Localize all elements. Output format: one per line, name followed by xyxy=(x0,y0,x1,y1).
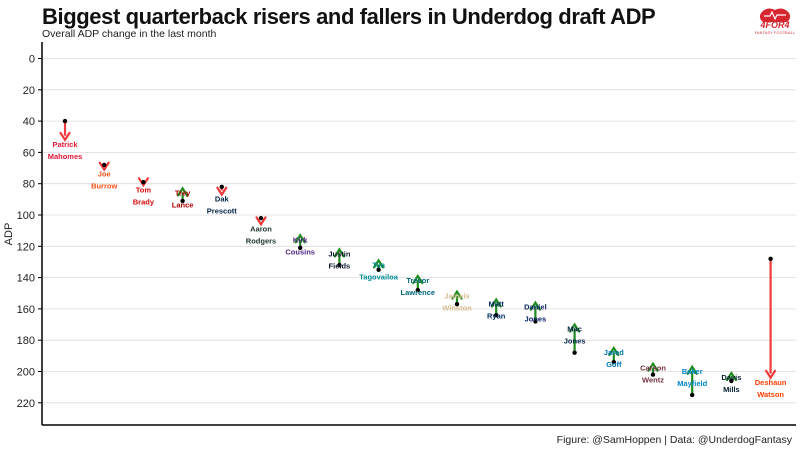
player-label: Prescott xyxy=(207,207,238,216)
y-axis-title: ADP xyxy=(3,223,15,246)
figure-caption: Figure: @SamHoppen | Data: @UnderdogFant… xyxy=(556,434,792,446)
player-label: Mahomes xyxy=(48,152,83,161)
player-label: Trey xyxy=(175,188,191,197)
player-label: Deshaun xyxy=(755,378,787,387)
player-label: Mills xyxy=(723,385,740,394)
y-tick-label: 100 xyxy=(17,210,35,222)
player-label: Brady xyxy=(133,197,155,206)
player-label: Joe xyxy=(98,170,111,179)
y-tick-label: 40 xyxy=(23,116,35,128)
player-label: Cousins xyxy=(285,247,315,256)
logo-text: 4FOR4 xyxy=(760,20,790,30)
adp-start-dot xyxy=(219,184,224,190)
adp-arrow-head xyxy=(412,274,424,285)
adp-arrow-head xyxy=(529,300,541,311)
adp-start-dot xyxy=(258,215,264,221)
player-label: Jared xyxy=(604,348,624,357)
adp-start-dot xyxy=(454,302,460,307)
adp-arrow-head xyxy=(490,297,502,308)
adp-start-dot xyxy=(729,378,734,384)
adp-arrow-head xyxy=(569,322,581,333)
adp-start-dot xyxy=(180,198,185,204)
player-label: Baker xyxy=(682,367,703,376)
y-tick-label: 220 xyxy=(17,398,35,410)
adp-arrow-head xyxy=(137,177,149,188)
adp-start-dot xyxy=(572,350,577,355)
player-label: Carson xyxy=(640,364,666,373)
player-label: Jameis xyxy=(444,292,469,301)
adp-arrow-head xyxy=(686,364,698,375)
player-label: Jones xyxy=(564,337,586,346)
y-tick-label: 200 xyxy=(17,367,35,379)
adp-start-dot xyxy=(102,162,107,168)
adp-start-dot xyxy=(690,392,695,398)
player-label: Patrick xyxy=(52,140,78,149)
adp-start-dot xyxy=(298,245,303,251)
adp-start-dot xyxy=(768,256,773,262)
adp-arrow-head xyxy=(333,247,345,258)
adp-start-dot xyxy=(337,262,342,268)
chart-subtitle: Overall ADP change in the last month xyxy=(42,28,217,40)
adp-start-dot xyxy=(494,312,499,318)
player-label: Ryan xyxy=(487,312,506,321)
player-label: Goff xyxy=(606,360,622,369)
player-label: Winston xyxy=(442,304,472,313)
player-label: Daniel xyxy=(524,303,547,312)
player-label: Wentz xyxy=(642,376,664,385)
player-label: Trevor xyxy=(406,276,429,285)
player-label: Burrow xyxy=(91,182,117,191)
adp-start-dot xyxy=(533,319,538,324)
y-tick-label: 140 xyxy=(17,273,35,285)
adp-start-dot xyxy=(376,267,381,272)
logo-subtext: FANTASY FOOTBALL xyxy=(754,31,796,35)
adp-arrow-head xyxy=(373,258,385,269)
player-label: Watson xyxy=(757,390,784,399)
adp-arrow-head xyxy=(177,186,189,197)
adp-arrow-head xyxy=(255,216,267,227)
y-tick-label: 120 xyxy=(17,241,35,253)
player-label: Mac xyxy=(567,325,582,334)
player-label: Aaron xyxy=(250,224,272,233)
adp-arrow-head xyxy=(765,369,777,380)
adp-start-dot xyxy=(62,118,68,124)
adp-arrow-head xyxy=(98,161,110,172)
adp-arrow-head xyxy=(647,361,659,372)
player-label: Mayfield xyxy=(677,379,707,388)
adp-start-dot xyxy=(650,372,656,377)
player-label: Davis xyxy=(721,373,741,382)
chart-title: Biggest quarterback risers and fallers i… xyxy=(42,4,656,29)
logo-icon xyxy=(759,8,791,22)
adp-arrow-head xyxy=(59,131,71,142)
y-tick-label: 60 xyxy=(23,147,35,159)
player-label: Fields xyxy=(329,261,351,270)
adp-arrow-head xyxy=(294,233,306,244)
player-label: Lawrence xyxy=(400,288,435,297)
player-label: Kirk xyxy=(293,235,308,244)
player-label: Justin xyxy=(328,249,351,258)
player-label: Jones xyxy=(525,315,547,324)
player-label: Dak xyxy=(215,195,230,204)
y-tick-label: 80 xyxy=(23,179,35,191)
adp-start-dot xyxy=(611,359,616,365)
player-label: Tagovailoa xyxy=(359,272,398,281)
y-tick-label: 180 xyxy=(17,335,35,347)
player-label: Tua xyxy=(372,260,386,269)
adp-arrow-head xyxy=(725,371,737,382)
adp-arrow-head xyxy=(216,186,228,197)
adp-arrow-head xyxy=(608,345,620,357)
player-label: Rodgers xyxy=(246,236,276,245)
adp-start-dot xyxy=(415,287,420,293)
adp-start-dot xyxy=(141,179,146,185)
y-tick-label: 20 xyxy=(23,85,35,97)
player-label: Tom xyxy=(136,185,152,194)
player-label: Matt xyxy=(488,300,504,309)
adp-arrow-head xyxy=(451,289,463,300)
y-tick-label: 160 xyxy=(17,304,35,316)
y-tick-label: 0 xyxy=(29,54,35,66)
player-label: Lance xyxy=(172,200,194,209)
